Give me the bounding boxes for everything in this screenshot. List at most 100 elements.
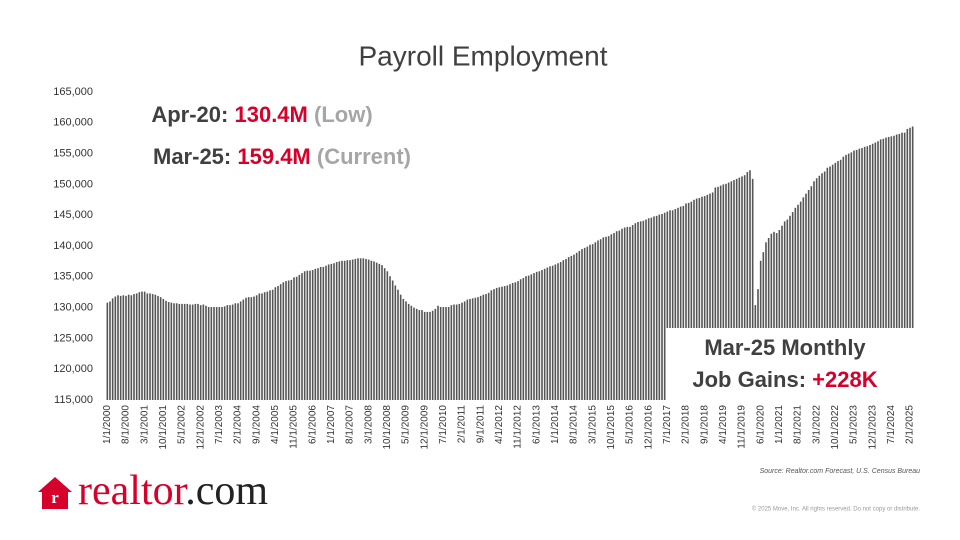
- bar: [493, 289, 495, 400]
- bar: [373, 261, 375, 400]
- bar: [442, 306, 445, 400]
- bar: [146, 293, 149, 400]
- bar: [269, 290, 271, 400]
- bar: [365, 258, 367, 400]
- bar: [829, 166, 831, 400]
- bar: [615, 231, 618, 400]
- bar: [527, 275, 530, 400]
- bar: [762, 252, 765, 400]
- bar: [583, 247, 586, 400]
- bar: [621, 228, 623, 400]
- bar: [831, 164, 834, 400]
- x-tick-label: 6/1/2006: [307, 405, 318, 444]
- bar: [693, 199, 695, 400]
- x-tick-label: 4/1/2012: [494, 405, 505, 444]
- x-tick-label: 3/1/2022: [811, 405, 822, 444]
- bar: [775, 233, 778, 400]
- y-tick-label: 145,000: [53, 209, 93, 221]
- bar: [397, 289, 399, 400]
- x-tick-label: 7/1/2024: [886, 405, 897, 444]
- bar: [559, 262, 562, 400]
- y-tick-label: 135,000: [53, 271, 93, 283]
- bar: [109, 301, 111, 400]
- bar: [135, 293, 138, 400]
- bar: [346, 260, 349, 400]
- bar: [263, 292, 266, 400]
- bar: [727, 182, 730, 400]
- bar: [503, 286, 506, 400]
- bar: [791, 212, 794, 400]
- bar: [343, 260, 346, 400]
- bar: [250, 297, 253, 400]
- bar: [778, 229, 781, 400]
- bar: [258, 293, 261, 400]
- bar: [143, 291, 146, 400]
- plot-area: 115,000 120,000 125,000 130,000 135,000 140,0…: [53, 86, 915, 450]
- bar: [253, 296, 255, 400]
- bar: [279, 284, 282, 400]
- y-tick-label: 150,000: [53, 178, 93, 190]
- bar: [386, 271, 389, 400]
- bar: [170, 302, 173, 400]
- bar: [586, 246, 589, 400]
- bar: [546, 267, 549, 400]
- bar: [485, 294, 487, 400]
- x-tick-label: 10/1/2001: [158, 405, 169, 450]
- bar: [879, 139, 882, 400]
- bar: [746, 172, 749, 400]
- bar: [111, 298, 114, 400]
- annotation: Apr-20: 130.4M (Low): [151, 102, 372, 127]
- bar: [602, 237, 605, 400]
- bar: [623, 227, 626, 400]
- bar: [261, 293, 263, 400]
- bar: [807, 189, 810, 400]
- x-tick-label: 5/1/2009: [401, 405, 412, 444]
- bar: [309, 270, 311, 400]
- bar: [575, 252, 578, 400]
- bar: [271, 289, 274, 400]
- bar: [549, 266, 551, 400]
- bar: [426, 311, 429, 400]
- bar: [871, 143, 874, 400]
- bar: [805, 193, 807, 400]
- bar: [525, 276, 527, 400]
- y-tick-label: 165,000: [53, 86, 93, 98]
- bar: [431, 310, 434, 400]
- bar: [863, 146, 866, 400]
- bar: [117, 295, 119, 400]
- bar: [722, 184, 725, 400]
- x-tick-label: 8/1/2021: [793, 405, 804, 444]
- bar: [570, 255, 573, 400]
- bar: [415, 308, 418, 400]
- bar: [466, 299, 469, 400]
- bar: [330, 263, 333, 400]
- x-tick-label: 6/1/2020: [755, 405, 766, 444]
- bar: [685, 203, 687, 400]
- bar: [877, 141, 879, 400]
- bar: [429, 311, 431, 400]
- bar: [127, 294, 130, 400]
- bar: [741, 176, 743, 400]
- bar: [509, 284, 511, 400]
- bar: [229, 305, 231, 400]
- bar: [445, 306, 447, 400]
- bar: [274, 287, 277, 400]
- bar: [479, 295, 482, 400]
- y-tick-label: 160,000: [53, 117, 93, 129]
- bar: [247, 297, 250, 400]
- bar: [277, 286, 279, 400]
- bar: [802, 197, 805, 400]
- x-tick-label: 3/1/2001: [139, 405, 150, 444]
- bar: [378, 263, 381, 400]
- bar: [175, 303, 178, 400]
- x-tick-label: 10/1/2022: [830, 405, 841, 450]
- bar: [234, 303, 237, 400]
- bar: [834, 162, 837, 400]
- bar: [650, 217, 653, 400]
- bar: [418, 310, 421, 400]
- bar: [183, 303, 186, 400]
- bar: [298, 274, 301, 400]
- bar: [607, 236, 610, 400]
- bar: [447, 306, 450, 400]
- x-tick-label: 8/1/2000: [121, 405, 132, 444]
